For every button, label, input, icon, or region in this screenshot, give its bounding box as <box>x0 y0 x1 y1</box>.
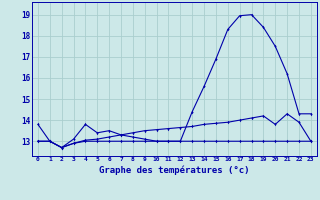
X-axis label: Graphe des températures (°c): Graphe des températures (°c) <box>99 165 250 175</box>
